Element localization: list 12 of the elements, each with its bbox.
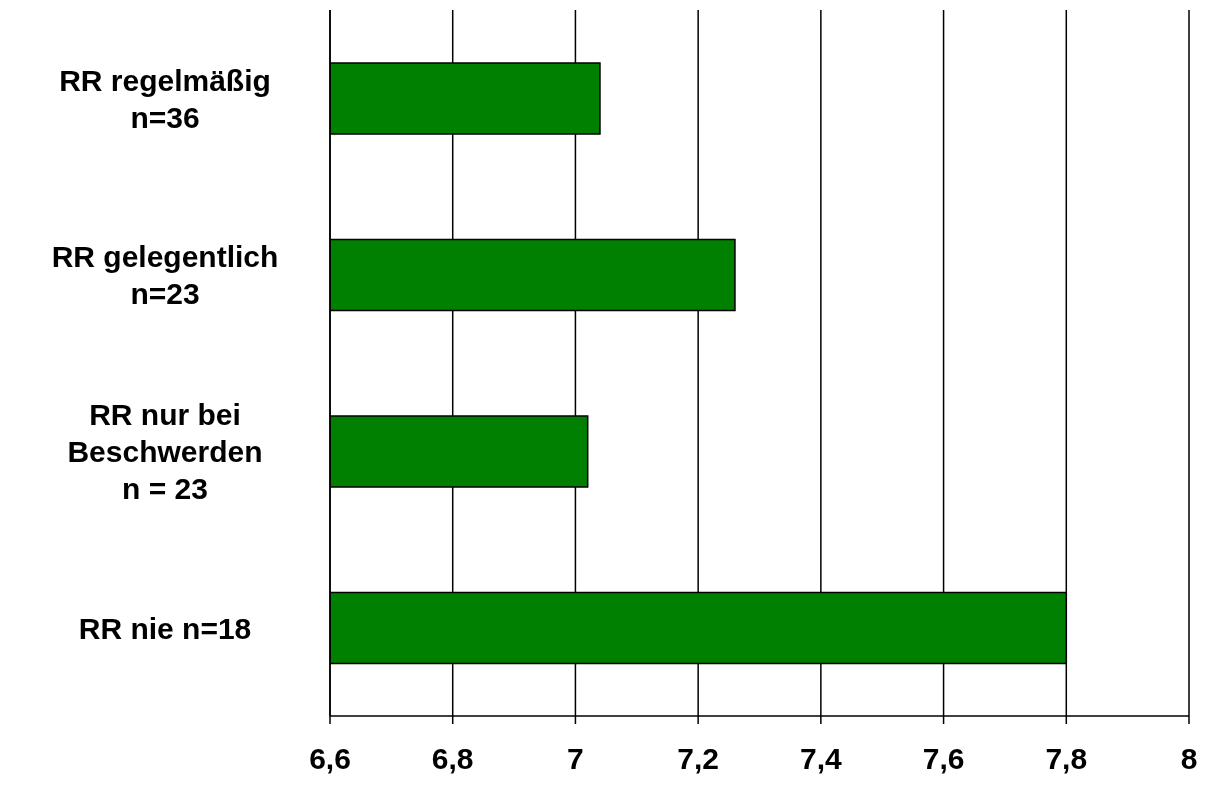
x-tick-label: 7,4 xyxy=(800,742,843,776)
x-tick-label: 7,2 xyxy=(677,742,719,776)
x-tick-label: 7,8 xyxy=(1045,742,1088,776)
y-tick-label: RR gelegentlich n=23 xyxy=(51,239,279,310)
x-tick-label: 7,6 xyxy=(922,742,965,776)
y-tick-label: RR nur bei Beschwerden n = 23 xyxy=(67,397,263,505)
x-tick-label: 6,6 xyxy=(309,742,351,776)
x-tick-label: 8 xyxy=(1180,742,1198,776)
y-tick-label: RR regelmäßig n=36 xyxy=(59,63,271,134)
x-tick-label: 6,8 xyxy=(431,742,474,776)
x-tick-label: 7 xyxy=(567,742,584,776)
y-tick-label: RR nie n=18 xyxy=(78,611,252,645)
